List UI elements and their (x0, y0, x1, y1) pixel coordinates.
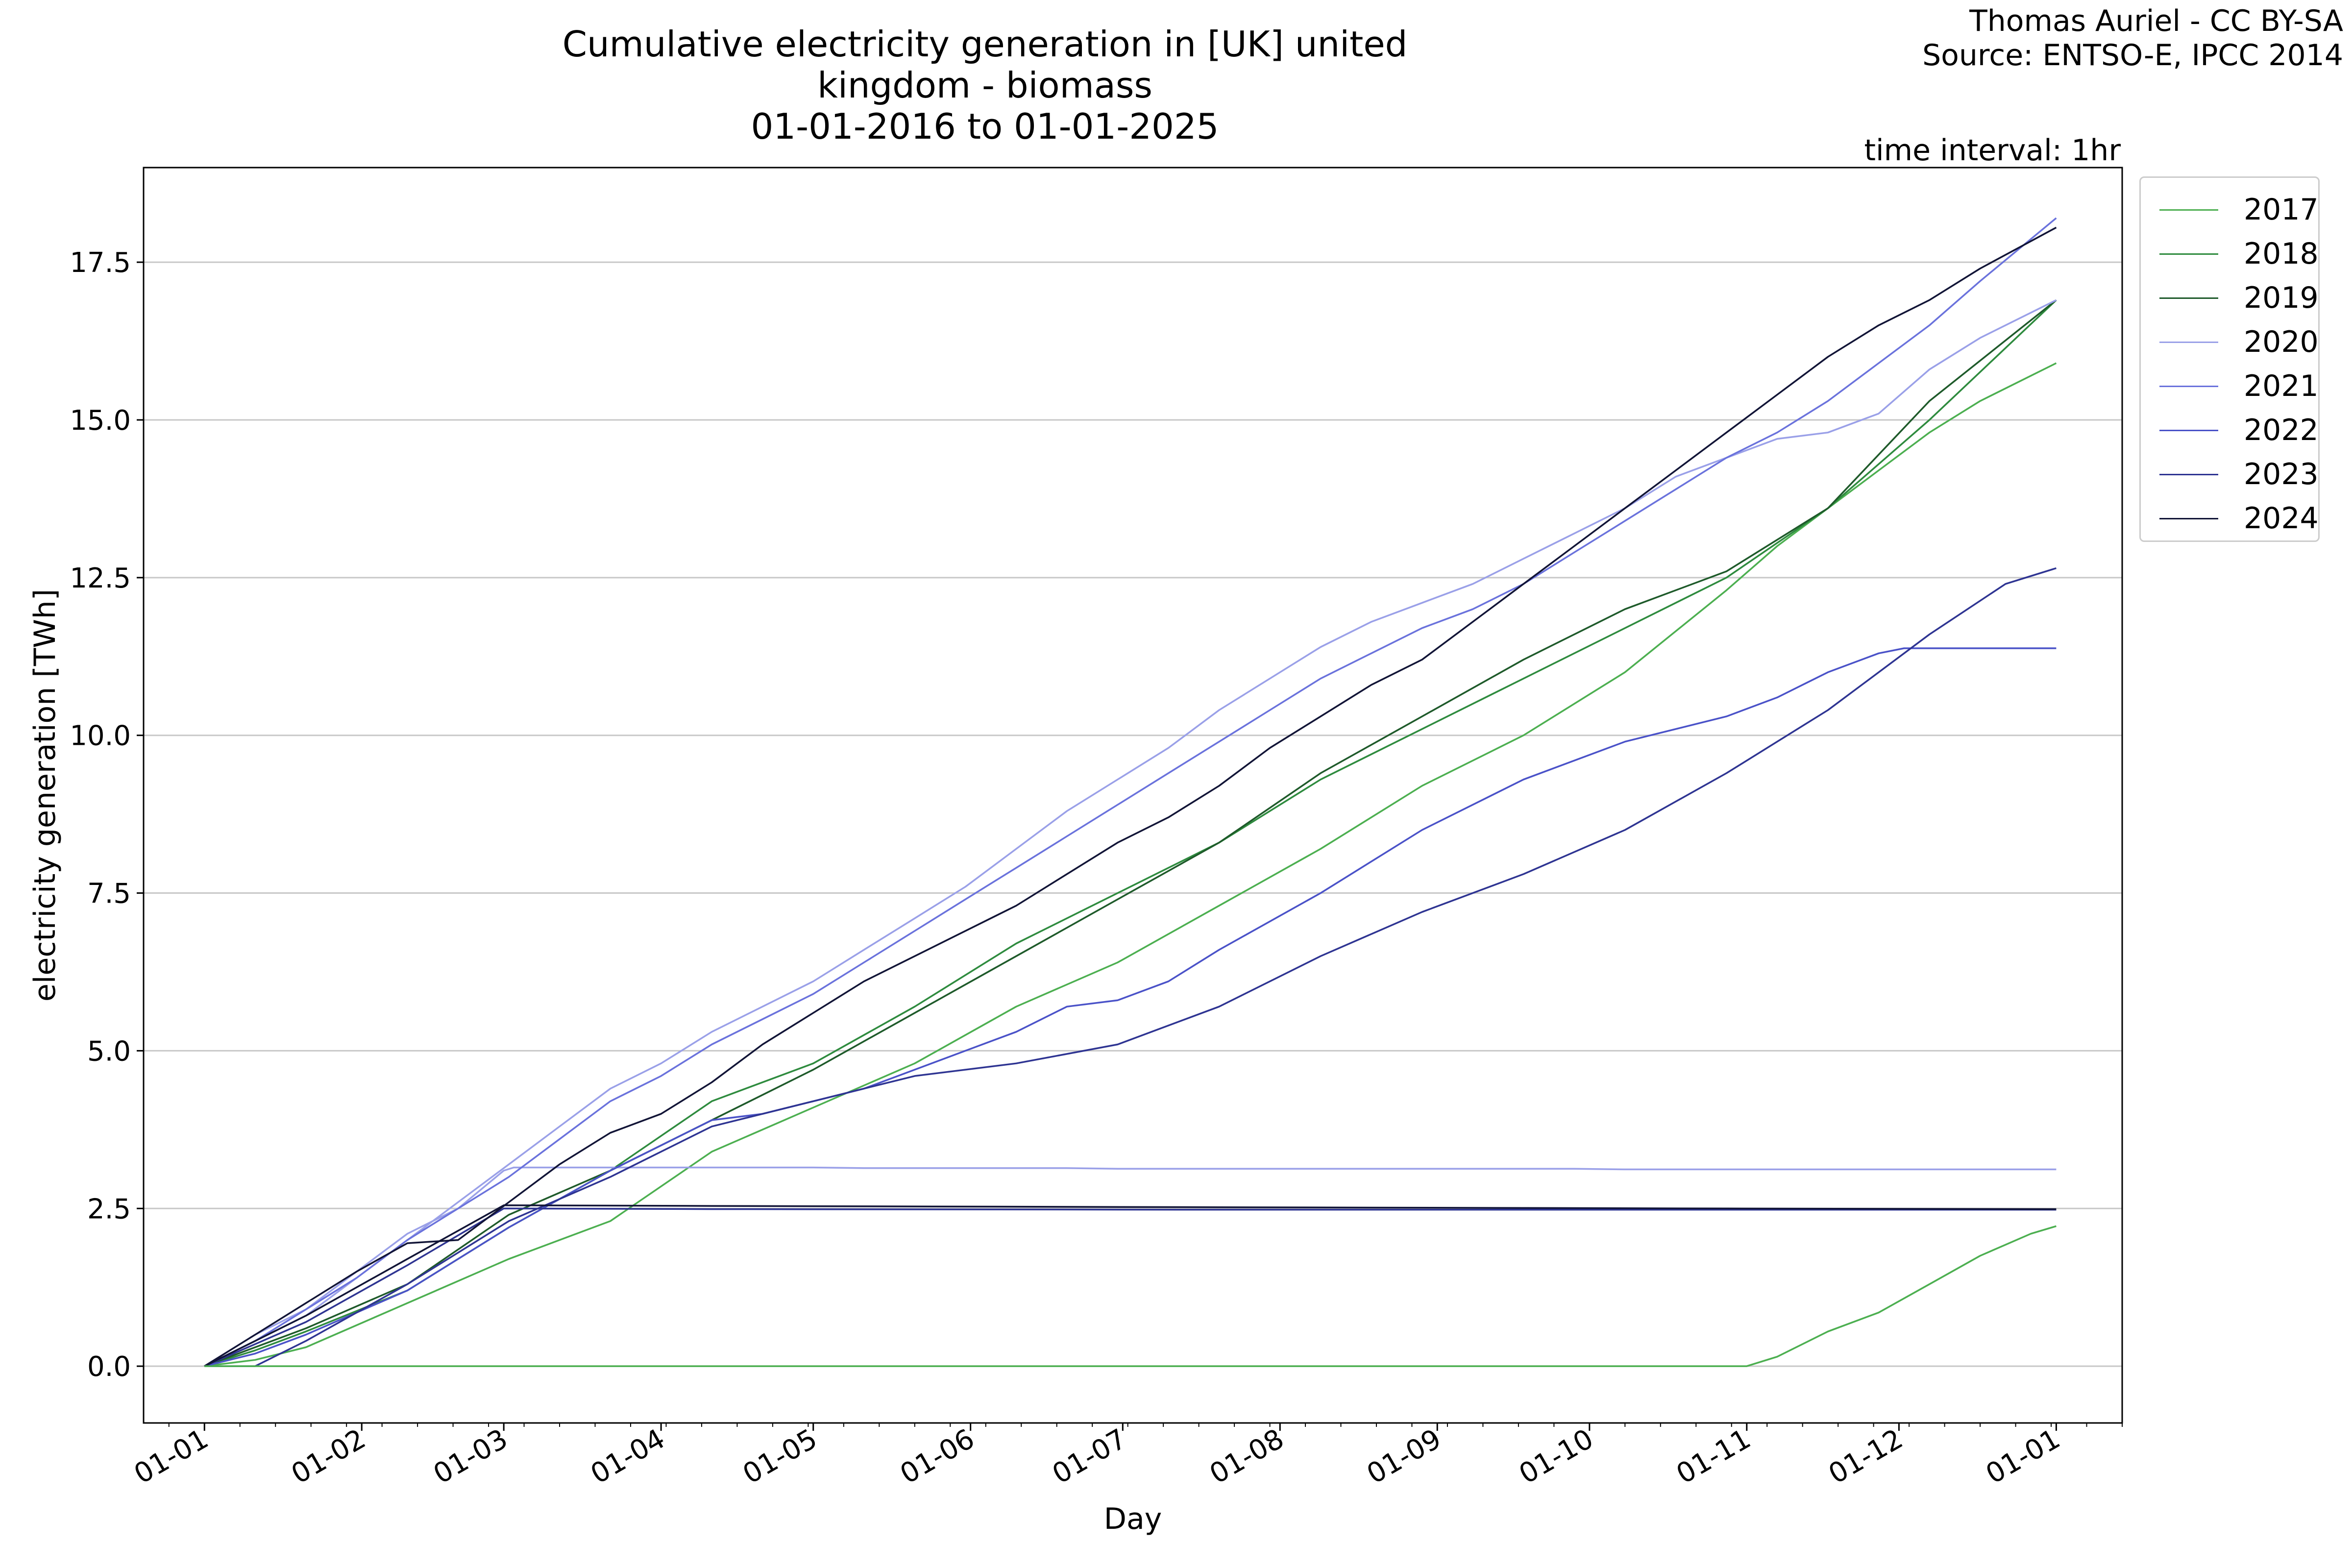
legend-item: 2023 (2153, 455, 2319, 494)
legend-label: 2017 (2244, 193, 2319, 227)
legend-label: 2024 (2244, 501, 2319, 536)
x-tick-label: 01-01 (129, 1423, 214, 1491)
legend-swatch (2159, 430, 2218, 431)
legend-label: 2022 (2244, 413, 2319, 447)
legend-swatch (2159, 297, 2218, 299)
legend-swatch (2159, 342, 2218, 343)
y-tick-label: 2.5 (87, 1193, 131, 1225)
series-line-2021 (204, 217, 2057, 1367)
y-tick-label: 12.5 (70, 563, 131, 594)
x-axis-label: Day (1104, 1502, 1162, 1536)
x-tick-label: 01-03 (428, 1423, 513, 1491)
y-tick-label: 7.5 (87, 878, 131, 910)
legend-item: 2019 (2153, 279, 2319, 318)
legend-label: 2020 (2244, 325, 2319, 359)
x-tick-label: 01-11 (1671, 1423, 1756, 1491)
x-tick-label: 01-12 (1823, 1423, 1908, 1491)
legend-swatch (2159, 386, 2218, 387)
x-tick-label: 01-08 (1204, 1423, 1289, 1491)
y-axis-ticks: 0.0 2.5 5.0 7.5 10.0 12.5 15.0 17.5 (70, 247, 144, 1383)
series-lines (204, 217, 2057, 1367)
title-line-2: 01-01-2016 to 01-01-2025 (751, 106, 1219, 147)
legend-swatch (2159, 474, 2218, 475)
legend-swatch (2159, 518, 2218, 519)
legend-item: 2017 (2153, 191, 2319, 230)
legend-label: 2018 (2244, 237, 2319, 271)
series-line-2017 (204, 1225, 2057, 1367)
series-line-2024 (204, 226, 2057, 1367)
legend-swatch (2159, 253, 2218, 255)
x-tick-label: 01-02 (286, 1423, 371, 1491)
x-tick-label: 01-01 (1981, 1423, 2065, 1491)
x-tick-label: 01-07 (1047, 1423, 1132, 1491)
series-line-2017 (204, 362, 2057, 1367)
series-line-2019 (204, 299, 2057, 1367)
credit-block: Thomas Auriel - CC BY-SA Source: ENTSO-E… (1922, 4, 2343, 73)
legend-label: 2023 (2244, 457, 2319, 491)
y-tick-label: 15.0 (70, 405, 131, 437)
legend-item: 2018 (2153, 235, 2319, 274)
y-tick-label: 5.0 (87, 1035, 131, 1067)
legend-label: 2021 (2244, 369, 2319, 403)
series-line-2023 (204, 567, 2057, 1367)
y-tick-label: 0.0 (87, 1351, 131, 1383)
y-tick-label: 17.5 (70, 247, 131, 279)
credit-source: Source: ENTSO-E, IPCC 2014 (1922, 38, 2343, 73)
series-line-2022 (204, 647, 2057, 1367)
x-tick-label: 01-09 (1362, 1423, 1446, 1491)
credit-author: Thomas Auriel - CC BY-SA (1969, 4, 2343, 38)
plot-frame (143, 167, 2123, 1424)
chart-title: Cumulative electricity generation in [UK… (544, 24, 1426, 147)
series-line-2020 (204, 1166, 2057, 1367)
title-line-1: Cumulative electricity generation in [UK… (562, 24, 1408, 106)
x-tick-label: 01-10 (1514, 1423, 1598, 1491)
legend: 2017 2018 2019 2020 2021 2022 2023 2024 (2139, 176, 2320, 542)
legend-item: 2022 (2153, 411, 2319, 450)
time-interval-label: time interval: 1hr (1864, 133, 2121, 168)
series-line-2024 (204, 1204, 2057, 1367)
y-tick-label: 10.0 (70, 720, 131, 752)
y-axis-label: electricity generation [TWh] (28, 589, 62, 1002)
legend-item: 2020 (2153, 323, 2319, 362)
x-tick-label: 01-04 (586, 1423, 670, 1491)
legend-label: 2019 (2244, 281, 2319, 315)
x-tick-label: 01-05 (737, 1423, 822, 1491)
x-axis-ticks: 01-01 01-02 01-03 01-04 01-05 01-06 01-07 01-08… (129, 1423, 2123, 1491)
grid-lines (144, 261, 2122, 1367)
legend-swatch (2159, 209, 2218, 211)
legend-item: 2021 (2153, 367, 2319, 406)
series-line-2023 (204, 1207, 2057, 1367)
x-tick-label: 01-06 (895, 1423, 980, 1491)
legend-item: 2024 (2153, 499, 2319, 539)
